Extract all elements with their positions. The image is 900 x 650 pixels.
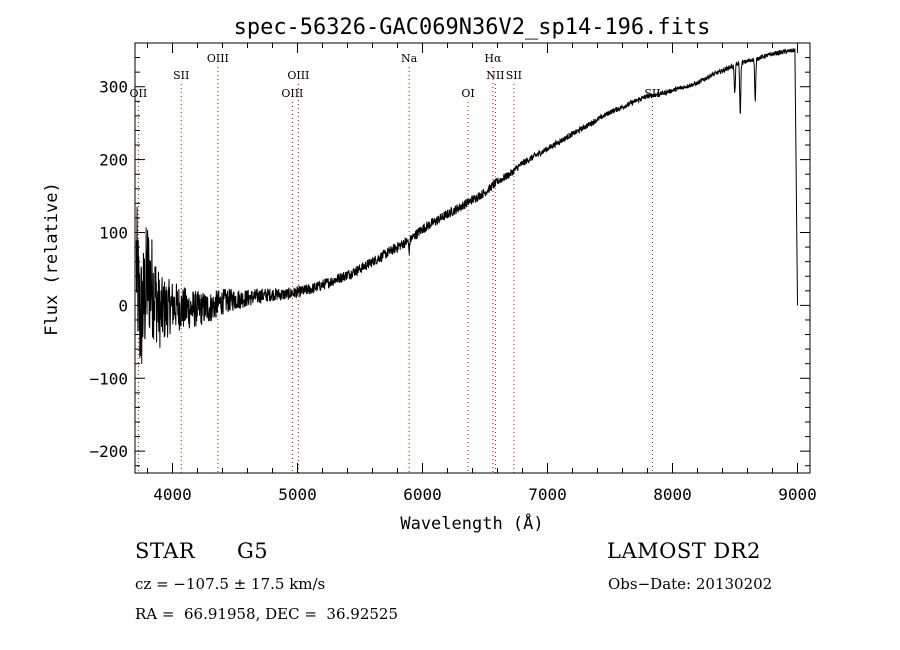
- line-marker-label: Na: [401, 52, 418, 65]
- line-markers: [137, 67, 653, 473]
- axis-ticks: [135, 42, 810, 473]
- x-tick-label: 9000: [778, 485, 817, 504]
- obs-date: Obs−Date: 20130202: [608, 575, 773, 593]
- x-tick-label: 7000: [528, 485, 567, 504]
- line-marker-label: OIII: [287, 69, 309, 82]
- line-marker-label: OIII: [207, 52, 229, 65]
- y-tick-label: 200: [99, 151, 128, 170]
- x-tick-label: 5000: [278, 485, 317, 504]
- x-tick-label: 6000: [403, 485, 442, 504]
- line-marker-label: OII: [130, 87, 148, 100]
- y-tick-label: −100: [89, 369, 128, 388]
- object-class: STAR: [135, 539, 196, 563]
- line-marker-label: OIII: [281, 87, 303, 100]
- y-tick-label: 0: [118, 296, 128, 315]
- chart-title: spec-56326-GAC069N36V2_sp14-196.fits: [234, 15, 711, 40]
- line-marker-label: SII: [173, 69, 189, 82]
- x-axis-label: Wavelength (Å): [400, 512, 543, 534]
- ra-dec: RA = 66.91958, DEC = 36.92525: [135, 605, 399, 623]
- line-marker-label: Hα: [484, 52, 502, 65]
- spectrum-line: [135, 48, 798, 364]
- plot-frame: [134, 42, 811, 474]
- y-tick-label: 100: [99, 223, 128, 242]
- line-marker-label: SII: [506, 69, 522, 82]
- object-subclass: G5: [237, 539, 269, 563]
- line-marker-label: SII: [644, 87, 660, 100]
- y-axis-label: Flux (relative): [42, 182, 62, 336]
- x-tick-label: 4000: [153, 485, 192, 504]
- redshift-cz: cz = −107.5 ± 17.5 km/s: [135, 575, 326, 593]
- axis-tick-labels: 4000 5000 6000 7000 8000 9000 −200 −100 0 100 200 3…: [89, 78, 816, 504]
- y-tick-label: 300: [99, 78, 128, 97]
- y-tick-label: −200: [89, 442, 128, 461]
- survey-name: LAMOST DR2: [607, 539, 761, 563]
- x-tick-label: 8000: [653, 485, 692, 504]
- line-marker-label: OI: [461, 87, 474, 100]
- line-marker-label: NII: [486, 69, 504, 82]
